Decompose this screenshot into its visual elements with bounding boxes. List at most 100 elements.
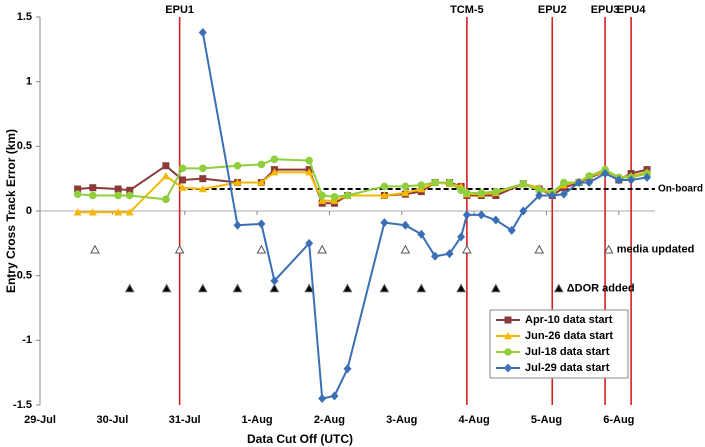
y-tick-label: 0.5 <box>17 140 32 152</box>
marker <box>462 210 471 220</box>
marker <box>73 208 82 216</box>
marker <box>233 220 242 230</box>
marker <box>507 225 516 235</box>
event-label: TCM-5 <box>450 4 484 16</box>
dor-added-marker <box>416 283 427 293</box>
marker <box>343 364 352 374</box>
marker <box>559 189 568 199</box>
marker <box>560 178 568 187</box>
marker <box>477 189 486 197</box>
dor-added-marker <box>553 283 564 293</box>
marker <box>179 176 187 184</box>
dor-added-marker <box>197 283 208 293</box>
marker <box>343 191 352 200</box>
marker <box>178 183 187 191</box>
dor-added-marker <box>161 283 172 293</box>
marker <box>504 316 512 324</box>
marker <box>431 251 440 261</box>
legend-box <box>489 309 629 379</box>
marker <box>417 229 426 239</box>
media-updated-marker <box>603 244 614 254</box>
marker <box>74 185 82 193</box>
media-updated-marker <box>317 244 328 254</box>
x-tick-label: 29-Jul <box>24 414 56 426</box>
marker <box>305 168 314 176</box>
marker <box>477 210 486 220</box>
marker <box>126 186 134 194</box>
media-updated-marker <box>90 244 100 254</box>
x-tick-label: 4-Aug <box>459 414 490 426</box>
marker <box>504 363 512 373</box>
marker <box>89 191 97 200</box>
marker <box>257 160 266 169</box>
marker <box>318 196 327 204</box>
legend-label: Jul-18 data start <box>525 346 610 358</box>
marker <box>445 178 454 187</box>
y-tick-label: -0.5 <box>13 270 32 282</box>
marker <box>114 208 123 216</box>
marker <box>114 185 122 193</box>
marker <box>585 178 594 188</box>
y-tick-label: 0 <box>26 205 32 217</box>
marker <box>318 191 326 200</box>
marker <box>161 172 170 180</box>
legend-label: Jun-26 data start <box>525 330 613 342</box>
marker <box>463 189 471 197</box>
marker <box>457 232 466 242</box>
marker <box>233 161 242 170</box>
x-tick-label: 3-Aug <box>386 414 417 426</box>
marker <box>431 178 439 187</box>
y-tick-label: 1.5 <box>17 11 32 23</box>
x-tick-label: 2-Aug <box>314 414 345 426</box>
marker <box>457 186 465 195</box>
marker <box>504 348 512 356</box>
dor-added-marker <box>342 283 353 293</box>
x-tick-label: 31-Jul <box>169 414 201 426</box>
marker <box>519 206 528 216</box>
marker <box>88 208 97 216</box>
event-label: EPU2 <box>538 4 567 16</box>
marker <box>601 168 610 178</box>
dor-added-marker <box>304 283 315 293</box>
marker <box>535 190 544 200</box>
marker <box>305 156 313 165</box>
marker <box>198 28 207 38</box>
media-updated-marker <box>256 244 267 254</box>
marker <box>548 190 557 200</box>
y-axis-title: Entry Cross Track Error (km) <box>4 129 18 293</box>
marker <box>643 172 652 182</box>
marker <box>330 192 339 201</box>
marker <box>162 162 170 170</box>
marker <box>89 184 97 192</box>
y-tick-label: -1.5 <box>13 399 32 411</box>
x-axis-title: Data Cut Off (UTC) <box>247 432 353 446</box>
marker <box>627 175 636 185</box>
marker <box>491 215 500 225</box>
media-updated-marker <box>174 244 185 254</box>
marker <box>178 164 187 173</box>
marker <box>270 168 279 176</box>
marker <box>198 164 207 173</box>
legend-label: Jul-29 data start <box>525 362 610 374</box>
marker <box>114 191 122 200</box>
marker <box>401 188 410 197</box>
marker <box>257 178 266 186</box>
marker <box>380 191 389 199</box>
event-label: EPU4 <box>617 4 647 16</box>
y-tick-label: 1 <box>26 76 32 88</box>
marker <box>198 185 207 193</box>
marker <box>199 175 207 183</box>
marker <box>330 391 339 401</box>
marker <box>270 155 279 164</box>
marker <box>585 172 593 180</box>
marker <box>401 182 410 191</box>
marker <box>380 218 389 228</box>
marker <box>318 394 327 404</box>
x-tick-label: 1-Aug <box>241 414 272 426</box>
marker <box>270 276 279 286</box>
dor-added-marker <box>456 283 466 293</box>
marker <box>125 208 134 216</box>
marker <box>305 238 314 248</box>
marker <box>614 175 623 185</box>
media-updated-marker <box>462 244 472 254</box>
